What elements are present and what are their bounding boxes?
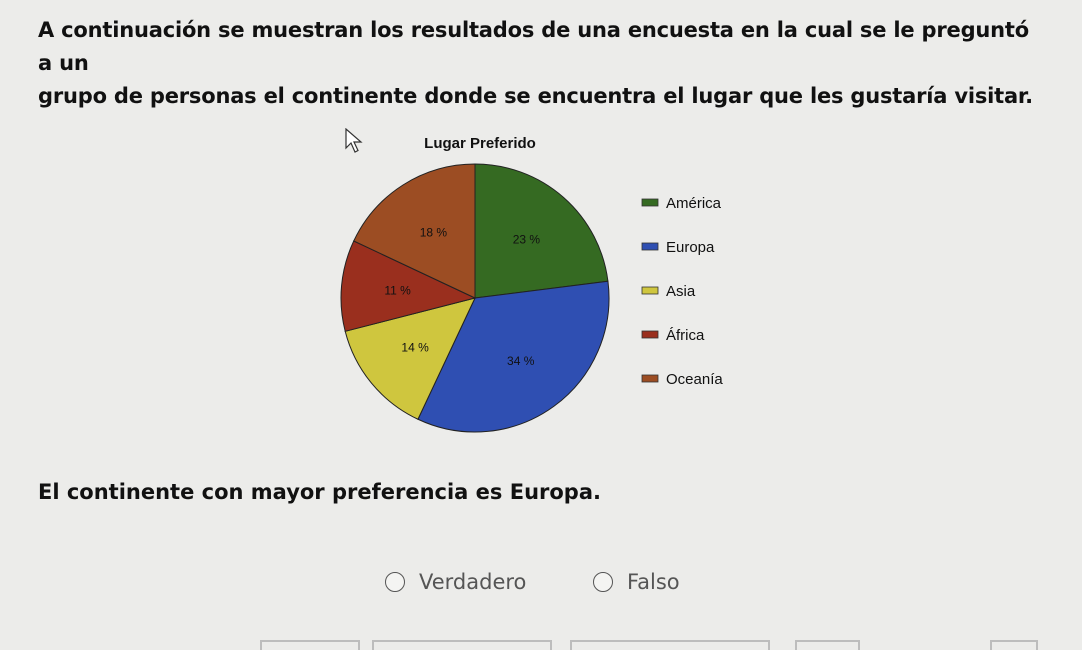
question-text: A continuación se muestran los resultado…	[38, 14, 1038, 113]
answer-options: Verdadero Falso	[0, 570, 1082, 610]
bottom-bar	[0, 640, 1082, 650]
pie-slice-label-1: 34 %	[507, 354, 535, 368]
pie-slice-0	[474, 163, 609, 299]
pie-chart-svg: Lugar Preferido 23 % 34 % 14 % 11 % 18 % Amé…	[340, 135, 723, 433]
legend-swatch-3	[641, 330, 659, 339]
radio-falso[interactable]	[593, 572, 613, 592]
chart-title: Lugar Preferido	[424, 135, 536, 152]
legend-label-2: Asia	[666, 283, 696, 300]
pie-slice-label-2: 14 %	[401, 341, 429, 355]
legend-swatch-0	[641, 198, 659, 207]
option-falso-label: Falso	[627, 570, 680, 594]
pie-slice-2	[344, 297, 476, 420]
pie-slice-label-3: 11 %	[384, 284, 411, 298]
statement-text: El continente con mayor preferencia es E…	[38, 480, 601, 504]
legend-swatch-4	[641, 374, 659, 383]
pie-slice-labels: 23 % 34 % 14 % 11 % 18 %	[384, 225, 540, 368]
pie-slices	[340, 163, 610, 433]
chart-legend: América Europa Asia África Oceanía	[641, 195, 723, 388]
legend-swatch-2	[641, 286, 659, 295]
legend-label-0: América	[666, 195, 722, 212]
pie-slice-4	[353, 163, 476, 299]
mouse-pointer-icon	[345, 128, 363, 153]
option-falso[interactable]: Falso	[593, 570, 680, 594]
question-line-1: A continuación se muestran los resultado…	[38, 18, 1029, 75]
pie-slice-label-0: 23 %	[513, 233, 541, 247]
question-line-2: grupo de personas el continente donde se…	[38, 84, 1033, 108]
pie-slice-label-4: 18 %	[420, 225, 448, 239]
legend-label-4: Oceanía	[666, 371, 723, 388]
legend-label-3: África	[666, 327, 705, 344]
legend-label-1: Europa	[666, 239, 715, 256]
option-verdadero[interactable]: Verdadero	[385, 570, 526, 594]
pie-chart: Lugar Preferido 23 % 34 % 14 % 11 % 18 % Amé…	[300, 120, 780, 460]
pie-slice-3	[340, 240, 477, 332]
option-verdadero-label: Verdadero	[419, 570, 527, 594]
legend-swatch-1	[641, 242, 659, 251]
radio-verdadero[interactable]	[385, 572, 405, 592]
